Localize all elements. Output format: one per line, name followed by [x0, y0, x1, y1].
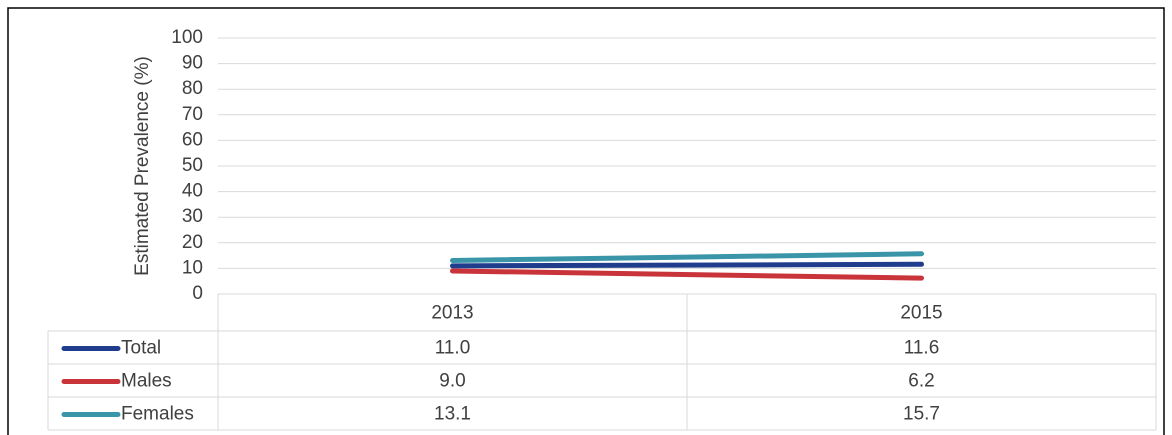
- y-tick-label: 100: [171, 27, 203, 48]
- series-line: [450, 251, 924, 263]
- y-tick-label: 40: [182, 181, 203, 202]
- legend-label: Males: [121, 371, 172, 392]
- y-tick-label: 50: [182, 155, 203, 176]
- legend-label: Total: [121, 338, 161, 359]
- y-tick-label: 0: [192, 283, 203, 304]
- table-value: 11.6: [904, 338, 940, 359]
- table-value: 6.2: [908, 371, 934, 392]
- series-line: [450, 268, 924, 281]
- table-value: 13.1: [434, 404, 471, 425]
- x-tick-label: 2013: [431, 303, 473, 324]
- y-tick-label: 90: [182, 53, 203, 74]
- y-axis-label: Estimated Prevalence (%): [132, 56, 153, 276]
- x-tick-label: 2015: [900, 303, 942, 324]
- table-value: 15.7: [903, 404, 940, 425]
- table-value: 11.0: [435, 338, 471, 359]
- y-tick-label: 70: [182, 104, 203, 125]
- chart-frame: [7, 7, 1165, 435]
- y-tick-label: 10: [182, 257, 203, 278]
- y-tick-label: 20: [182, 232, 203, 253]
- series-line: [450, 261, 924, 269]
- legend-label: Females: [121, 404, 194, 425]
- y-tick-label: 80: [182, 78, 203, 99]
- y-tick-label: 30: [182, 206, 203, 227]
- table-value: 9.0: [439, 371, 465, 392]
- y-tick-label: 60: [182, 129, 203, 150]
